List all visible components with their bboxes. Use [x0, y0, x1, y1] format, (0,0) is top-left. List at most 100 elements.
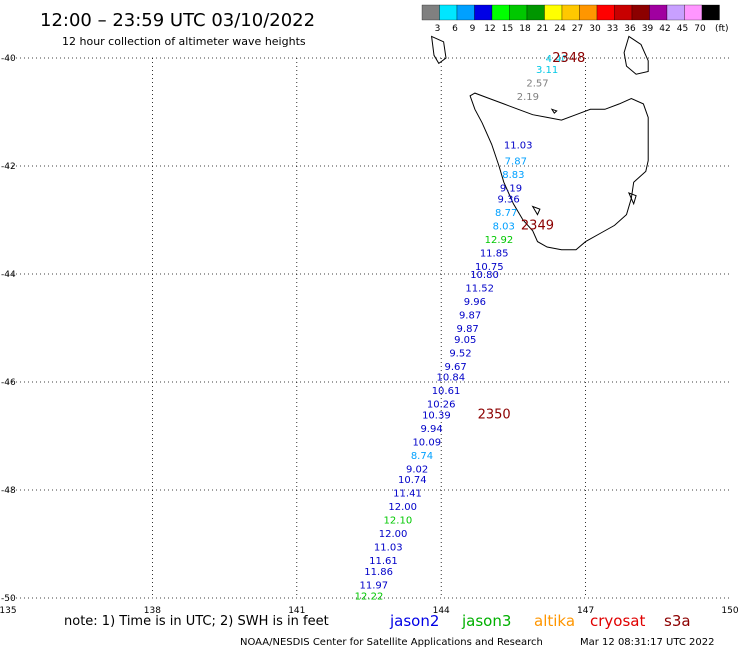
colorbar-swatch [684, 4, 703, 21]
wave-height-label: 11.61 [369, 556, 398, 567]
wave-height-label: 9.67 [445, 362, 467, 373]
wave-height-label: 12.22 [355, 591, 384, 602]
colorbar-swatch [421, 4, 440, 21]
latitude-tick-label: -48 [1, 486, 16, 496]
wave-height-label: 12.00 [379, 529, 408, 540]
colorbar-swatch [596, 4, 615, 21]
latitude-tick-label: -42 [1, 162, 16, 172]
wave-height-label: 11.86 [364, 567, 393, 578]
wave-height-label: 9.87 [459, 311, 481, 322]
pass-time-labels: 2348 2349 2350 [478, 51, 586, 422]
colorbar-tick-label: 9 [470, 24, 476, 34]
legend-item-jason3: jason3 [461, 612, 511, 630]
wave-height-label: 4.40 [546, 54, 568, 65]
legend-item-s3a: s3a [664, 612, 691, 630]
coastline [430, 35, 649, 251]
island-coastline [623, 35, 649, 75]
wave-height-label: 2.57 [526, 78, 548, 89]
wave-height-label: 11.85 [480, 248, 509, 259]
colorbar-swatch [474, 4, 493, 21]
island-coastline [550, 108, 558, 114]
wave-height-label: 11.03 [374, 543, 403, 554]
wave-height-label: 10.61 [432, 386, 461, 397]
legend-item-altika: altika [534, 612, 575, 630]
longitude-labels: 135 138 141 144 147 150 [0, 606, 739, 616]
longitude-tick-label: 138 [144, 606, 161, 616]
wave-height-label: 10.75 [475, 262, 504, 273]
colorbar-swatch [614, 4, 633, 21]
colorbar-tick-label: 18 [519, 24, 531, 34]
colorbar-tick-label: 30 [589, 24, 601, 34]
graticule [8, 57, 730, 599]
map-title: 12:00 – 23:59 UTC 03/10/2022 [40, 10, 315, 31]
latitude-tick-label: -50 [1, 594, 16, 604]
wave-height-label: 8.83 [502, 170, 524, 181]
colorbar-tick-label: 39 [642, 24, 654, 34]
wave-height-label: 2.19 [517, 92, 539, 103]
tasmania-coastline [469, 92, 649, 251]
colorbar-swatch [701, 4, 720, 21]
latitude-labels: -40 -42 -44 -46 -48 -50 [1, 54, 16, 604]
colorbar-swatch [439, 4, 458, 21]
footer-credit: NOAA/NESDIS Center for Satellite Applica… [240, 637, 543, 648]
wave-height-label: 11.52 [465, 284, 494, 295]
map-subtitle: 12 hour collection of altimeter wave hei… [62, 35, 306, 48]
colorbar-tick-label: 24 [554, 24, 566, 34]
legend-item-jason2: jason2 [389, 612, 439, 630]
longitude-tick-label: 147 [577, 606, 594, 616]
latitude-tick-label: -46 [1, 378, 16, 388]
satellite-legend: jason2 jason3 altika cryosat s3a [389, 612, 691, 630]
wave-height-label: 8.74 [411, 451, 433, 462]
colorbar-swatch [579, 4, 598, 21]
wave-height-label: 10.26 [427, 400, 456, 411]
latitude-tick-label: -44 [1, 270, 16, 280]
longitude-tick-label: 144 [433, 606, 450, 616]
wave-height-label: 10.80 [470, 270, 499, 281]
colorbar-swatch [509, 4, 528, 21]
longitude-tick-label: 150 [721, 606, 738, 616]
pass-time-label: 2349 [521, 218, 554, 233]
wave-height-label: 10.84 [437, 373, 466, 384]
longitude-tick-label: 135 [0, 606, 17, 616]
colorbar-tick-label: 33 [607, 24, 618, 34]
island-coastline [430, 35, 447, 65]
wave-height-label: 9.36 [497, 194, 519, 205]
colorbar: 3 6 9 12 15 18 21 24 27 30 33 36 39 42 45 70 [421, 4, 720, 34]
pass-time-label: 2350 [478, 407, 511, 422]
wave-height-label: 3.11 [536, 65, 558, 76]
wave-height-label: 11.97 [359, 581, 388, 592]
colorbar-tick-label: 21 [537, 24, 548, 34]
wave-height-label: 11.03 [504, 140, 533, 151]
wave-height-label: 10.39 [422, 410, 451, 421]
colorbar-tick-label: 42 [659, 24, 670, 34]
wave-height-label: 7.87 [505, 157, 527, 168]
colorbar-tick-label: 36 [624, 24, 636, 34]
footer-note: note: 1) Time is in UTC; 2) SWH is in fe… [64, 614, 329, 629]
island-coastline [531, 205, 541, 216]
colorbar-tick-label: 27 [572, 24, 583, 34]
colorbar-tick-label: 6 [452, 24, 458, 34]
wave-height-label: 9.05 [454, 335, 476, 346]
wave-height-points: 4.403.11 2.57 2.19 11.03 7.87 8.83 9.199.36 8.7… [355, 54, 568, 602]
wave-height-label: 9.02 [406, 464, 428, 475]
wave-height-label: 10.74 [398, 475, 427, 486]
colorbar-swatch [666, 4, 685, 21]
wave-height-label: 8.77 [495, 208, 517, 219]
island-coastline [627, 192, 637, 206]
colorbar-swatch [526, 4, 545, 21]
colorbar-tick-label: 3 [435, 24, 441, 34]
colorbar-swatch [649, 4, 668, 21]
footer-timestamp: Mar 12 08:31:17 UTC 2022 [580, 637, 715, 648]
longitude-tick-label: 141 [288, 606, 305, 616]
wave-height-label: 9.87 [457, 324, 479, 335]
colorbar-swatch [491, 4, 510, 21]
pass-time-label: 2348 [552, 51, 585, 66]
wave-height-label: 8.03 [493, 221, 515, 232]
wave-height-label: 10.09 [412, 437, 441, 448]
wave-height-label: 9.19 [500, 184, 522, 195]
legend-item-cryosat: cryosat [590, 612, 645, 630]
wave-height-label: 11.41 [393, 489, 422, 500]
colorbar-tick-label: 15 [502, 24, 513, 34]
wave-height-label: 12.00 [388, 502, 417, 513]
